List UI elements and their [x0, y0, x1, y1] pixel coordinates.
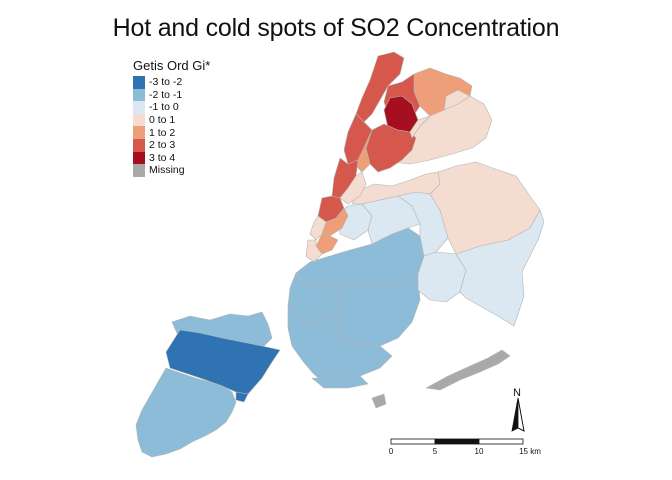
legend-label: -1 to 0	[149, 101, 179, 114]
legend-item: Missing	[133, 164, 210, 177]
queens-flushing-region	[351, 171, 441, 205]
queens-south-region	[417, 251, 467, 303]
queens-northeast-region	[429, 161, 541, 255]
staten-island-south-region	[135, 367, 237, 458]
broad-channel-missing-region	[371, 393, 387, 409]
legend-label: -3 to -2	[149, 76, 183, 89]
legend-swatch	[133, 164, 145, 177]
manhattan-midtown-region	[339, 171, 367, 205]
legend-title: Getis Ord Gi*	[133, 58, 211, 73]
legend-label: 3 to 4	[149, 151, 176, 164]
manhattan-north-region	[355, 51, 405, 123]
legend-item: -2 to -1	[133, 88, 210, 102]
legend-label: 2 to 3	[149, 139, 176, 152]
legend-swatch	[133, 126, 145, 139]
scale-bar-label: 5	[432, 447, 438, 456]
legend-label: 1 to 2	[149, 126, 176, 139]
legend-item: -3 to -2	[133, 76, 210, 89]
legend-label: -2 to -1	[149, 88, 183, 101]
coney-island-region	[311, 375, 369, 389]
legend-swatch	[133, 101, 145, 114]
legend-swatch	[133, 113, 145, 127]
bronx-southeast-region	[409, 115, 431, 139]
legend-item: 3 to 4	[133, 151, 210, 165]
map-title: Hot and cold spots of SO2 Concentration	[112, 14, 560, 42]
legend-swatch	[133, 151, 145, 165]
scale-bar-label: 15 km	[519, 447, 541, 456]
legend-item: 2 to 3	[133, 138, 210, 152]
north-arrow-icon	[511, 397, 525, 432]
north-label: N	[513, 387, 521, 399]
legend-item: 0 to 1	[133, 113, 210, 127]
staten-island-central-region	[165, 329, 281, 395]
legend-label: 0 to 1	[149, 114, 176, 127]
legend-swatch	[133, 88, 145, 102]
scale-bar-label: 10	[474, 447, 484, 456]
brooklyn-south-region	[287, 305, 393, 381]
manhattan-financial-region	[305, 239, 323, 263]
legend-swatch	[133, 76, 145, 89]
map-legend: Getis Ord Gi* -3 to -2 -2 to -1 -1 to 0 …	[133, 58, 210, 177]
legend-label: Missing	[149, 164, 185, 177]
scale-bar-label: 0	[388, 447, 394, 456]
scale-bar	[390, 438, 524, 445]
legend-swatch	[133, 138, 145, 152]
legend-item: -1 to 0	[133, 101, 210, 114]
legend-item: 1 to 2	[133, 126, 210, 139]
rockaway-missing-region	[425, 349, 511, 391]
staten-island-east-region	[235, 391, 249, 403]
